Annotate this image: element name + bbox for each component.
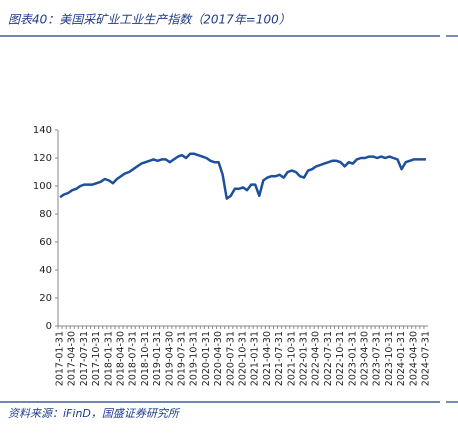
x-tick-label: 2020-07-31	[225, 331, 236, 386]
x-tick-label: 2024-04-30	[408, 331, 419, 386]
x-tick-label: 2021-07-31	[274, 331, 285, 386]
source: 资料来源：iFinD，国盛证券研究所	[8, 407, 181, 420]
x-tick-label: 2020-01-31	[201, 331, 212, 386]
x-tick-label: 2019-10-31	[189, 331, 200, 386]
x-tick-label: 2022-07-31	[323, 331, 334, 386]
x-tick-label: 2018-01-31	[103, 331, 114, 386]
x-tick-label: 2021-04-30	[262, 331, 273, 386]
x-tick-label: 2019-07-31	[177, 331, 188, 386]
y-tick-label: 60	[39, 237, 52, 248]
x-tick-label: 2022-01-31	[298, 331, 309, 386]
y-tick-label: 0	[46, 321, 52, 332]
y-tick-label: 20	[39, 293, 52, 304]
x-tick-label: 2018-10-31	[140, 331, 151, 386]
x-tick-label: 2020-04-30	[213, 331, 224, 386]
x-tick-label: 2021-01-31	[250, 331, 261, 386]
x-tick-label: 2017-04-30	[67, 331, 78, 386]
x-tick-label: 2018-04-30	[116, 331, 127, 386]
x-tick-label: 2023-10-31	[384, 331, 395, 386]
x-tick-label: 2019-01-31	[152, 331, 163, 386]
x-tick-label: 2017-01-31	[55, 331, 66, 386]
x-tick-label: 2020-10-31	[238, 331, 249, 386]
x-tick-label: 2024-01-31	[396, 331, 407, 386]
x-tick-label: 2023-07-31	[372, 331, 383, 386]
x-tick-label: 2018-07-31	[128, 331, 139, 386]
y-tick-label: 80	[39, 209, 52, 220]
x-tick-label: 2017-07-31	[79, 331, 90, 386]
y-tick-label: 40	[39, 265, 52, 276]
x-tick-label: 2021-10-31	[286, 331, 297, 386]
line-series	[59, 152, 426, 200]
x-tick-label: 2023-01-31	[347, 331, 358, 386]
y-tick-label: 120	[33, 153, 52, 164]
x-tick-label: 2024-07-31	[420, 331, 431, 386]
x-tick-label: 2022-04-30	[311, 331, 322, 386]
y-tick-label: 140	[33, 125, 52, 136]
x-tick-label: 2022-10-31	[335, 331, 346, 386]
chart-title: 图表40：美国采矿业工业生产指数（2017年=100）	[8, 13, 291, 27]
y-tick-label: 100	[33, 181, 52, 192]
x-tick-label: 2017-10-31	[91, 331, 102, 386]
x-tick-label: 2019-04-30	[164, 331, 175, 386]
x-tick-label: 2023-04-30	[359, 331, 370, 386]
